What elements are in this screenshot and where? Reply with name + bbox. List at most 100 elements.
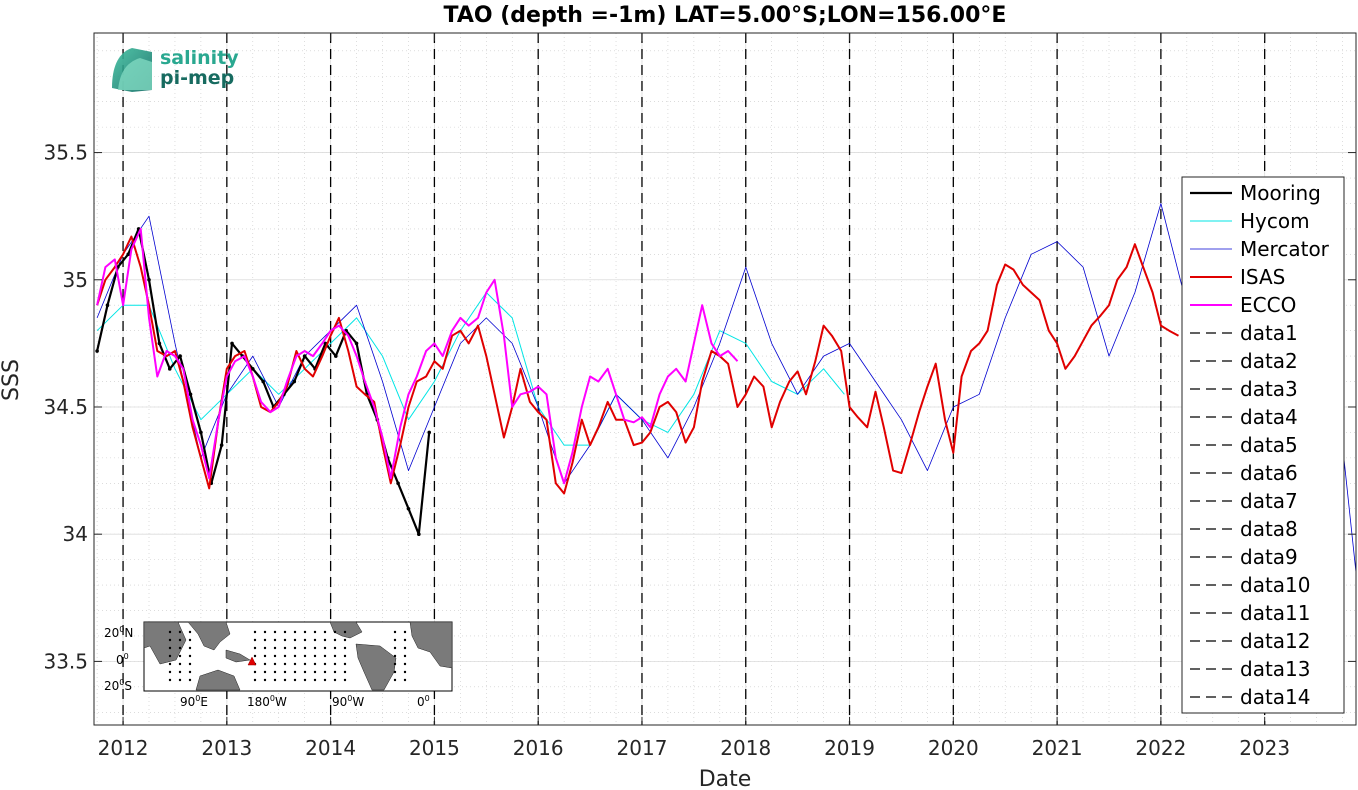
mooring-point: [147, 277, 151, 282]
mooring-point: [250, 367, 255, 371]
y-tick-label: 35: [63, 268, 88, 292]
map-mooring-dot: [263, 678, 267, 682]
map-mooring-dot: [273, 670, 277, 674]
map-mooring-dot: [393, 630, 397, 634]
map-mooring-dot: [253, 678, 257, 682]
x-tick-label: 2023: [1239, 736, 1290, 760]
mooring-point: [396, 481, 400, 486]
map-mooring-dot: [333, 670, 337, 674]
map-mooring-dot: [333, 646, 337, 650]
chart-title: TAO (depth =-1m) LAT=5.00°S;LON=156.00°E: [444, 3, 1007, 28]
map-mooring-dot: [168, 654, 172, 658]
map-mooring-dot: [313, 630, 317, 634]
map-mooring-dot: [313, 646, 317, 650]
map-mooring-dot: [293, 638, 297, 642]
map-mooring-dot: [313, 678, 317, 682]
map-mooring-dot: [178, 638, 182, 642]
map-mooring-dot: [303, 662, 307, 666]
map-mooring-dot: [263, 654, 267, 658]
map-mooring-dot: [293, 630, 297, 634]
map-mooring-dot: [273, 630, 277, 634]
map-mooring-dot: [253, 670, 257, 674]
mooring-point: [427, 430, 432, 435]
map-lat-0: 00: [116, 652, 129, 667]
series-line-isas: [96, 235, 1179, 495]
legend: Mooring Hycom Mercator ISAS ECCO data1 data2 da…: [1181, 176, 1345, 714]
map-mooring-dot: [168, 662, 172, 666]
map-mooring-dot: [333, 654, 337, 658]
mooring-point: [219, 443, 224, 447]
legend-label: ECCO: [1240, 293, 1296, 317]
map-mooring-dot: [393, 646, 397, 650]
map-mooring-dot: [283, 630, 287, 634]
map-mooring-dot: [263, 670, 267, 674]
map-mooring-dot: [273, 638, 277, 642]
mooring-point: [126, 252, 131, 257]
legend-label: data14: [1240, 685, 1311, 709]
logo-line2: pi-mep: [160, 67, 234, 89]
map-mooring-dot: [188, 662, 192, 666]
x-tick-label: 2014: [305, 736, 356, 760]
map-mooring-dot: [343, 654, 347, 658]
map-mooring-dot: [303, 638, 307, 642]
inset-map-moorings: [168, 630, 407, 682]
map-mooring-dot: [333, 630, 337, 634]
map-lat-20n: 200N: [104, 625, 133, 640]
map-mooring-dot: [178, 630, 182, 634]
map-mooring-dot: [313, 654, 317, 658]
mooring-point: [406, 506, 411, 511]
map-mooring-dot: [343, 646, 347, 650]
x-tick-label: 2019: [824, 736, 875, 760]
x-axis-label: Date: [699, 767, 752, 790]
y-tick-label: 33.5: [43, 649, 88, 673]
map-mooring-dot: [253, 646, 257, 650]
map-lon-90w: 900W: [332, 694, 364, 709]
map-mooring-dot: [178, 646, 182, 650]
mooring-point: [302, 354, 307, 358]
map-mooring-dot: [253, 654, 257, 658]
map-mooring-dot: [168, 630, 172, 634]
legend-label: Mercator: [1240, 237, 1330, 261]
mooring-point: [178, 354, 182, 358]
legend-label: Mooring: [1240, 181, 1321, 205]
legend-label: data3: [1240, 377, 1298, 401]
map-mooring-dot: [403, 638, 407, 642]
legend-label: Hycom: [1240, 209, 1310, 233]
logo-wave-icon-2: [118, 58, 152, 90]
map-mooring-dot: [263, 646, 267, 650]
mooring-point: [199, 430, 203, 435]
map-mooring-dot: [293, 670, 297, 674]
mooring-point: [230, 341, 234, 346]
map-mooring-dot: [393, 678, 397, 682]
map-mooring-dot: [188, 670, 192, 674]
map-mooring-dot: [303, 670, 307, 674]
mooring-point: [292, 379, 297, 384]
map-mooring-dot: [293, 646, 297, 650]
legend-label: data13: [1240, 657, 1311, 681]
legend-label: data10: [1240, 573, 1311, 597]
map-mooring-dot: [323, 670, 327, 674]
legend-label: data9: [1240, 545, 1298, 569]
legend-label: data11: [1240, 601, 1311, 625]
legend-label: data1: [1240, 321, 1298, 345]
map-mooring-dot: [403, 678, 407, 682]
map-mooring-dot: [343, 670, 347, 674]
map-mooring-dot: [323, 630, 327, 634]
map-mooring-dot: [343, 678, 347, 682]
mooring-point: [167, 367, 172, 371]
map-mooring-dot: [178, 654, 182, 658]
map-mooring-dot: [168, 638, 172, 642]
legend-label: data7: [1240, 489, 1298, 513]
map-mooring-dot: [188, 678, 192, 682]
map-mooring-dot: [313, 662, 317, 666]
map-lat-20s: 200S: [104, 678, 132, 693]
map-mooring-dot: [283, 678, 287, 682]
map-mooring-dot: [333, 638, 337, 642]
mooring-point: [188, 392, 193, 397]
x-tick-label: 2021: [1032, 736, 1083, 760]
map-mooring-dot: [188, 630, 192, 634]
map-mooring-dot: [393, 654, 397, 658]
map-mooring-dot: [293, 678, 297, 682]
x-tick-label: 2016: [513, 736, 564, 760]
inset-map-ocean: [143, 621, 453, 692]
